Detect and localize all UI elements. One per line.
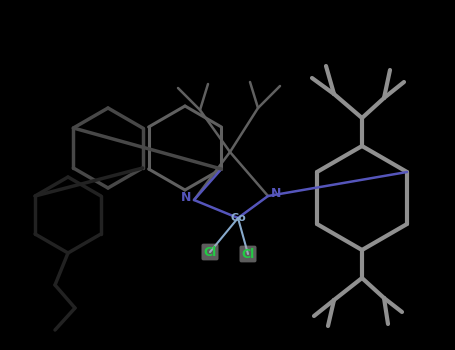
Text: Cl: Cl <box>241 247 255 260</box>
Text: N: N <box>181 191 191 204</box>
Text: Co: Co <box>230 213 246 223</box>
Text: N: N <box>271 187 281 200</box>
Text: Cl: Cl <box>203 245 217 259</box>
